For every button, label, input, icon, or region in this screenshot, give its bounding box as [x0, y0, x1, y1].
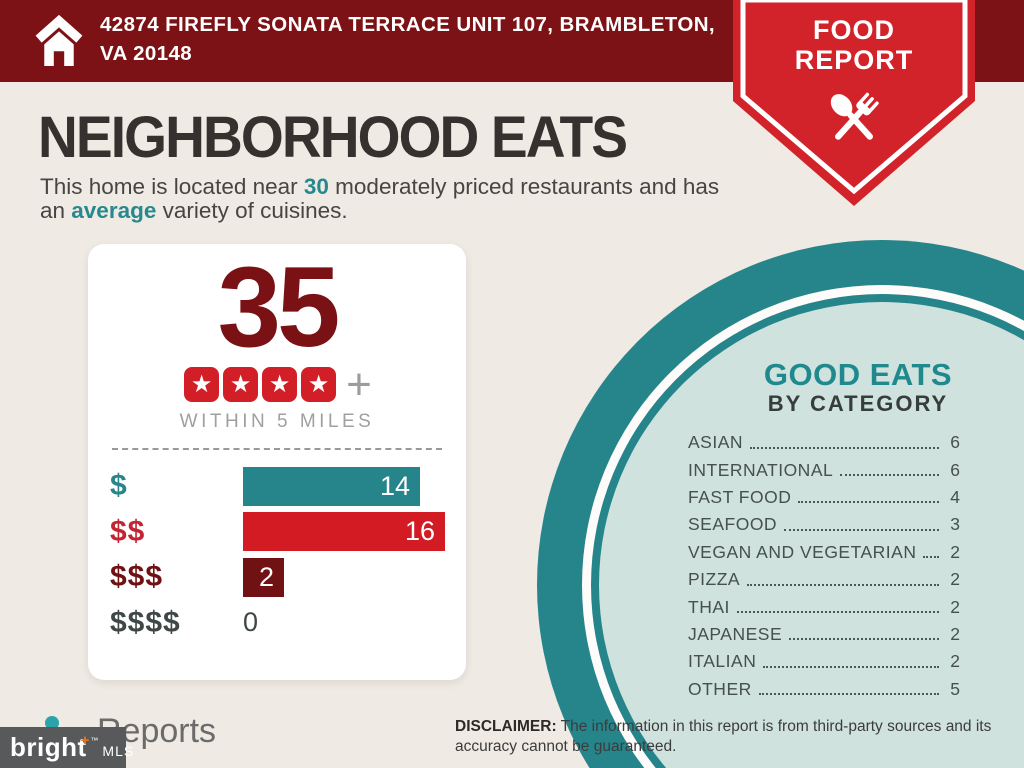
category-list: ASIAN 6 INTERNATIONAL 6 FAST FOOD 4 SEAFOOD…: [688, 429, 960, 703]
category-row: SEAFOOD 3: [688, 511, 960, 538]
star-badge: ★: [184, 367, 220, 403]
bar: 14: [243, 466, 420, 506]
dotted-leader: [758, 683, 939, 696]
bright-mls-watermark: bright + ™ MLS: [0, 727, 133, 768]
dotted-leader: [798, 491, 939, 504]
price-tier-label: $$$: [110, 560, 164, 594]
category-row: JAPANESE 2: [688, 621, 960, 648]
dashed-divider: [112, 447, 442, 450]
bar-value: 16: [404, 516, 435, 547]
bar-value: 14: [379, 470, 410, 501]
restaurant-stats-card: 35 ★ ★ ★ ★ + WITHIN 5 MILES $ 14 $$ 16 $$$ …: [88, 244, 466, 680]
star-badge: ★: [223, 367, 259, 403]
category-value: 5: [950, 678, 960, 699]
category-row: INTERNATIONAL 6: [688, 456, 960, 483]
disclaimer-text: The information in this report is from t…: [455, 718, 992, 755]
price-tier-label: $: [110, 469, 128, 503]
category-value: 2: [950, 569, 960, 590]
summary-text-2: moderately priced restaurants and has an: [40, 174, 720, 224]
category-label: VEGAN AND VEGETARIAN: [688, 541, 917, 562]
dotted-leader: [750, 437, 939, 449]
dotted-leader: [784, 519, 939, 531]
reports-logo-dot: [45, 716, 59, 730]
rating-stars: ★ ★ ★ ★ +: [88, 359, 466, 409]
page-title: NEIGHBORHOOD EATS: [38, 105, 628, 170]
category-row: ASIAN 6: [688, 429, 960, 456]
category-value: 6: [950, 432, 960, 453]
dotted-leader: [747, 574, 939, 586]
price-tier-label: $$: [110, 514, 146, 548]
summary-text-1: This home is located near: [40, 174, 304, 199]
plus-sign: +: [346, 359, 372, 409]
bar-value: 0: [243, 607, 259, 638]
restaurant-total-count: 35: [217, 244, 341, 371]
bar: 16: [243, 512, 445, 552]
category-label: PIZZA: [688, 569, 741, 590]
category-label: ASIAN: [688, 432, 744, 453]
summary-text-3: variety of cuisines.: [156, 198, 348, 224]
ribbon-shape: [733, 0, 975, 206]
category-label: SEAFOOD: [688, 514, 778, 535]
bar-value: 2: [258, 561, 274, 592]
category-value: 2: [950, 623, 960, 644]
disclaimer-prefix: DISCLAIMER:: [455, 718, 557, 735]
home-icon: [35, 14, 83, 66]
category-label: JAPANESE: [688, 623, 783, 644]
chart-row: $$$ 2: [110, 557, 466, 597]
bright-mls-suffix: MLS: [102, 742, 135, 759]
good-eats-subtitle: BY CATEGORY: [767, 391, 949, 416]
category-row: OTHER 5: [688, 676, 960, 703]
bright-mls-spark-icon: +: [80, 732, 90, 749]
category-row: PIZZA 2: [688, 566, 960, 593]
star-badges-container: ★ ★ ★ ★: [182, 367, 338, 403]
category-label: INTERNATIONAL: [688, 459, 834, 480]
category-value: 2: [950, 541, 960, 562]
category-row: VEGAN AND VEGETARIAN 2: [688, 539, 960, 566]
category-label: THAI: [688, 596, 730, 617]
badge-title-line2: REPORT: [794, 45, 914, 75]
dotted-leader: [923, 546, 939, 559]
category-value: 4: [950, 486, 960, 507]
food-report-badge: FOOD REPORT: [733, 0, 975, 208]
dotted-leader: [763, 656, 939, 668]
good-eats-title: GOOD EATS: [763, 357, 953, 392]
chart-row: $$ 16: [110, 512, 466, 552]
dotted-leader: [736, 601, 939, 614]
star-badge: ★: [262, 367, 298, 403]
trademark-symbol: ™: [90, 736, 99, 745]
category-value: 6: [950, 459, 960, 480]
bar: 2: [243, 557, 284, 597]
price-tier-bar-chart: $ 14 $$ 16 $$$ 2 $$$$ 0: [110, 466, 466, 643]
category-value: 2: [950, 651, 960, 672]
bar: 0: [243, 603, 258, 642]
spoon-fork-icon: [830, 92, 879, 140]
category-row: FAST FOOD 4: [688, 484, 960, 511]
category-label: OTHER: [688, 678, 752, 699]
disclaimer: DISCLAIMER: The information in this repo…: [455, 717, 1007, 756]
category-label: FAST FOOD: [688, 486, 792, 507]
property-address: 42874 FIREFLY SONATA TERRACE UNIT 107, B…: [100, 13, 715, 65]
category-row: THAI 2: [688, 593, 960, 620]
category-value: 3: [950, 514, 960, 535]
dotted-leader: [840, 464, 939, 477]
price-tier-label: $$$$: [110, 605, 181, 639]
radius-label: WITHIN 5 MILES: [179, 410, 375, 432]
chart-row: $ 14: [110, 466, 466, 506]
summary-sentence: This home is located near 30 moderately …: [40, 174, 740, 224]
restaurant-count-highlight: 30: [303, 174, 329, 199]
category-value: 2: [950, 596, 960, 617]
star-badge: ★: [301, 367, 337, 403]
chart-row: $$$$ 0: [110, 603, 466, 642]
bright-mls-brand: bright: [10, 732, 87, 762]
variety-highlight: average: [71, 198, 157, 224]
category-row: ITALIAN 2: [688, 648, 960, 675]
badge-title-line1: FOOD: [813, 15, 895, 45]
dotted-leader: [789, 628, 939, 641]
category-label: ITALIAN: [688, 651, 757, 672]
